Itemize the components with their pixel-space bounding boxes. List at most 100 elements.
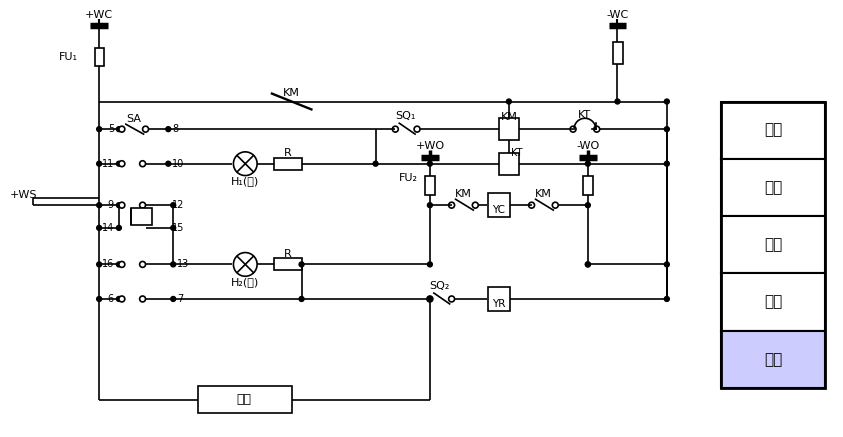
- Bar: [95, 48, 104, 66]
- Text: SA: SA: [126, 114, 142, 124]
- Circle shape: [299, 296, 304, 302]
- Bar: [721, 330, 824, 388]
- Text: 15: 15: [172, 223, 185, 233]
- Text: YR: YR: [492, 299, 506, 309]
- Circle shape: [585, 262, 590, 267]
- Text: 跳闸: 跳闸: [764, 295, 782, 309]
- Circle shape: [552, 202, 558, 208]
- Bar: [721, 273, 824, 330]
- Text: 保护: 保护: [764, 352, 782, 367]
- Text: KT: KT: [511, 148, 523, 158]
- Text: 7: 7: [177, 294, 184, 304]
- Circle shape: [171, 262, 175, 267]
- Text: SQ₂: SQ₂: [430, 281, 450, 291]
- Circle shape: [119, 296, 125, 302]
- Bar: [583, 176, 593, 195]
- Text: 6: 6: [108, 294, 114, 304]
- Text: 13: 13: [177, 260, 190, 269]
- Circle shape: [116, 296, 121, 302]
- Circle shape: [427, 262, 432, 267]
- Circle shape: [392, 126, 398, 132]
- Text: KM: KM: [535, 189, 552, 199]
- Circle shape: [97, 225, 102, 230]
- Circle shape: [664, 127, 669, 132]
- Circle shape: [234, 152, 257, 176]
- Bar: [721, 159, 824, 216]
- Circle shape: [427, 296, 432, 302]
- Text: FU₂: FU₂: [399, 173, 418, 183]
- Circle shape: [97, 262, 102, 267]
- Text: H₁(绿): H₁(绿): [231, 177, 260, 187]
- Bar: [721, 216, 824, 273]
- Text: 红灯: 红灯: [764, 237, 782, 252]
- Circle shape: [142, 126, 148, 132]
- Circle shape: [448, 202, 454, 208]
- Text: YC: YC: [492, 205, 506, 215]
- Circle shape: [299, 262, 304, 267]
- Circle shape: [664, 99, 669, 104]
- Text: 10: 10: [172, 159, 185, 169]
- Bar: [425, 176, 435, 195]
- Text: KM: KM: [455, 189, 472, 199]
- Bar: [131, 208, 153, 225]
- Bar: [721, 101, 824, 159]
- Circle shape: [171, 203, 175, 208]
- Circle shape: [472, 202, 478, 208]
- Circle shape: [140, 261, 146, 267]
- Text: R: R: [284, 148, 292, 158]
- Circle shape: [414, 126, 420, 132]
- Text: -WO: -WO: [577, 141, 599, 151]
- Circle shape: [119, 126, 125, 132]
- Circle shape: [140, 202, 146, 208]
- Circle shape: [585, 161, 590, 166]
- Bar: [198, 386, 292, 413]
- Circle shape: [119, 261, 125, 267]
- Circle shape: [593, 126, 599, 132]
- Circle shape: [97, 127, 102, 132]
- Circle shape: [585, 262, 590, 267]
- Bar: [488, 287, 510, 311]
- Text: 5: 5: [108, 124, 114, 134]
- Text: -WC: -WC: [606, 10, 629, 20]
- Bar: [488, 193, 510, 217]
- Text: 9: 9: [108, 200, 114, 210]
- Text: +WC: +WC: [85, 10, 113, 20]
- Circle shape: [373, 161, 378, 166]
- Text: 8: 8: [172, 124, 179, 134]
- Circle shape: [140, 296, 146, 302]
- Text: 12: 12: [172, 200, 185, 210]
- Circle shape: [664, 296, 669, 302]
- Text: KM: KM: [501, 112, 518, 122]
- Circle shape: [570, 126, 576, 132]
- Text: H₂(红): H₂(红): [231, 277, 260, 287]
- Circle shape: [116, 203, 121, 208]
- Circle shape: [119, 202, 125, 208]
- Text: KT: KT: [578, 110, 592, 120]
- Circle shape: [585, 203, 590, 208]
- Text: 14: 14: [102, 223, 114, 233]
- Circle shape: [427, 161, 432, 166]
- Text: FU₁: FU₁: [58, 52, 78, 62]
- Text: 16: 16: [102, 260, 114, 269]
- Circle shape: [97, 203, 102, 208]
- Circle shape: [97, 161, 102, 166]
- Circle shape: [140, 161, 146, 166]
- Text: SQ₁: SQ₁: [395, 111, 416, 121]
- Text: 11: 11: [102, 159, 114, 169]
- Bar: [613, 42, 624, 64]
- Bar: [499, 153, 518, 174]
- Circle shape: [615, 99, 620, 104]
- Circle shape: [116, 225, 121, 230]
- Circle shape: [116, 262, 121, 267]
- Circle shape: [664, 161, 669, 166]
- Bar: [499, 118, 518, 140]
- Circle shape: [166, 161, 171, 166]
- Bar: [274, 258, 302, 271]
- Circle shape: [171, 225, 175, 230]
- Text: +WS: +WS: [9, 190, 37, 200]
- Circle shape: [97, 296, 102, 302]
- Circle shape: [664, 262, 669, 267]
- Circle shape: [116, 127, 121, 132]
- Circle shape: [119, 161, 125, 166]
- Circle shape: [507, 99, 512, 104]
